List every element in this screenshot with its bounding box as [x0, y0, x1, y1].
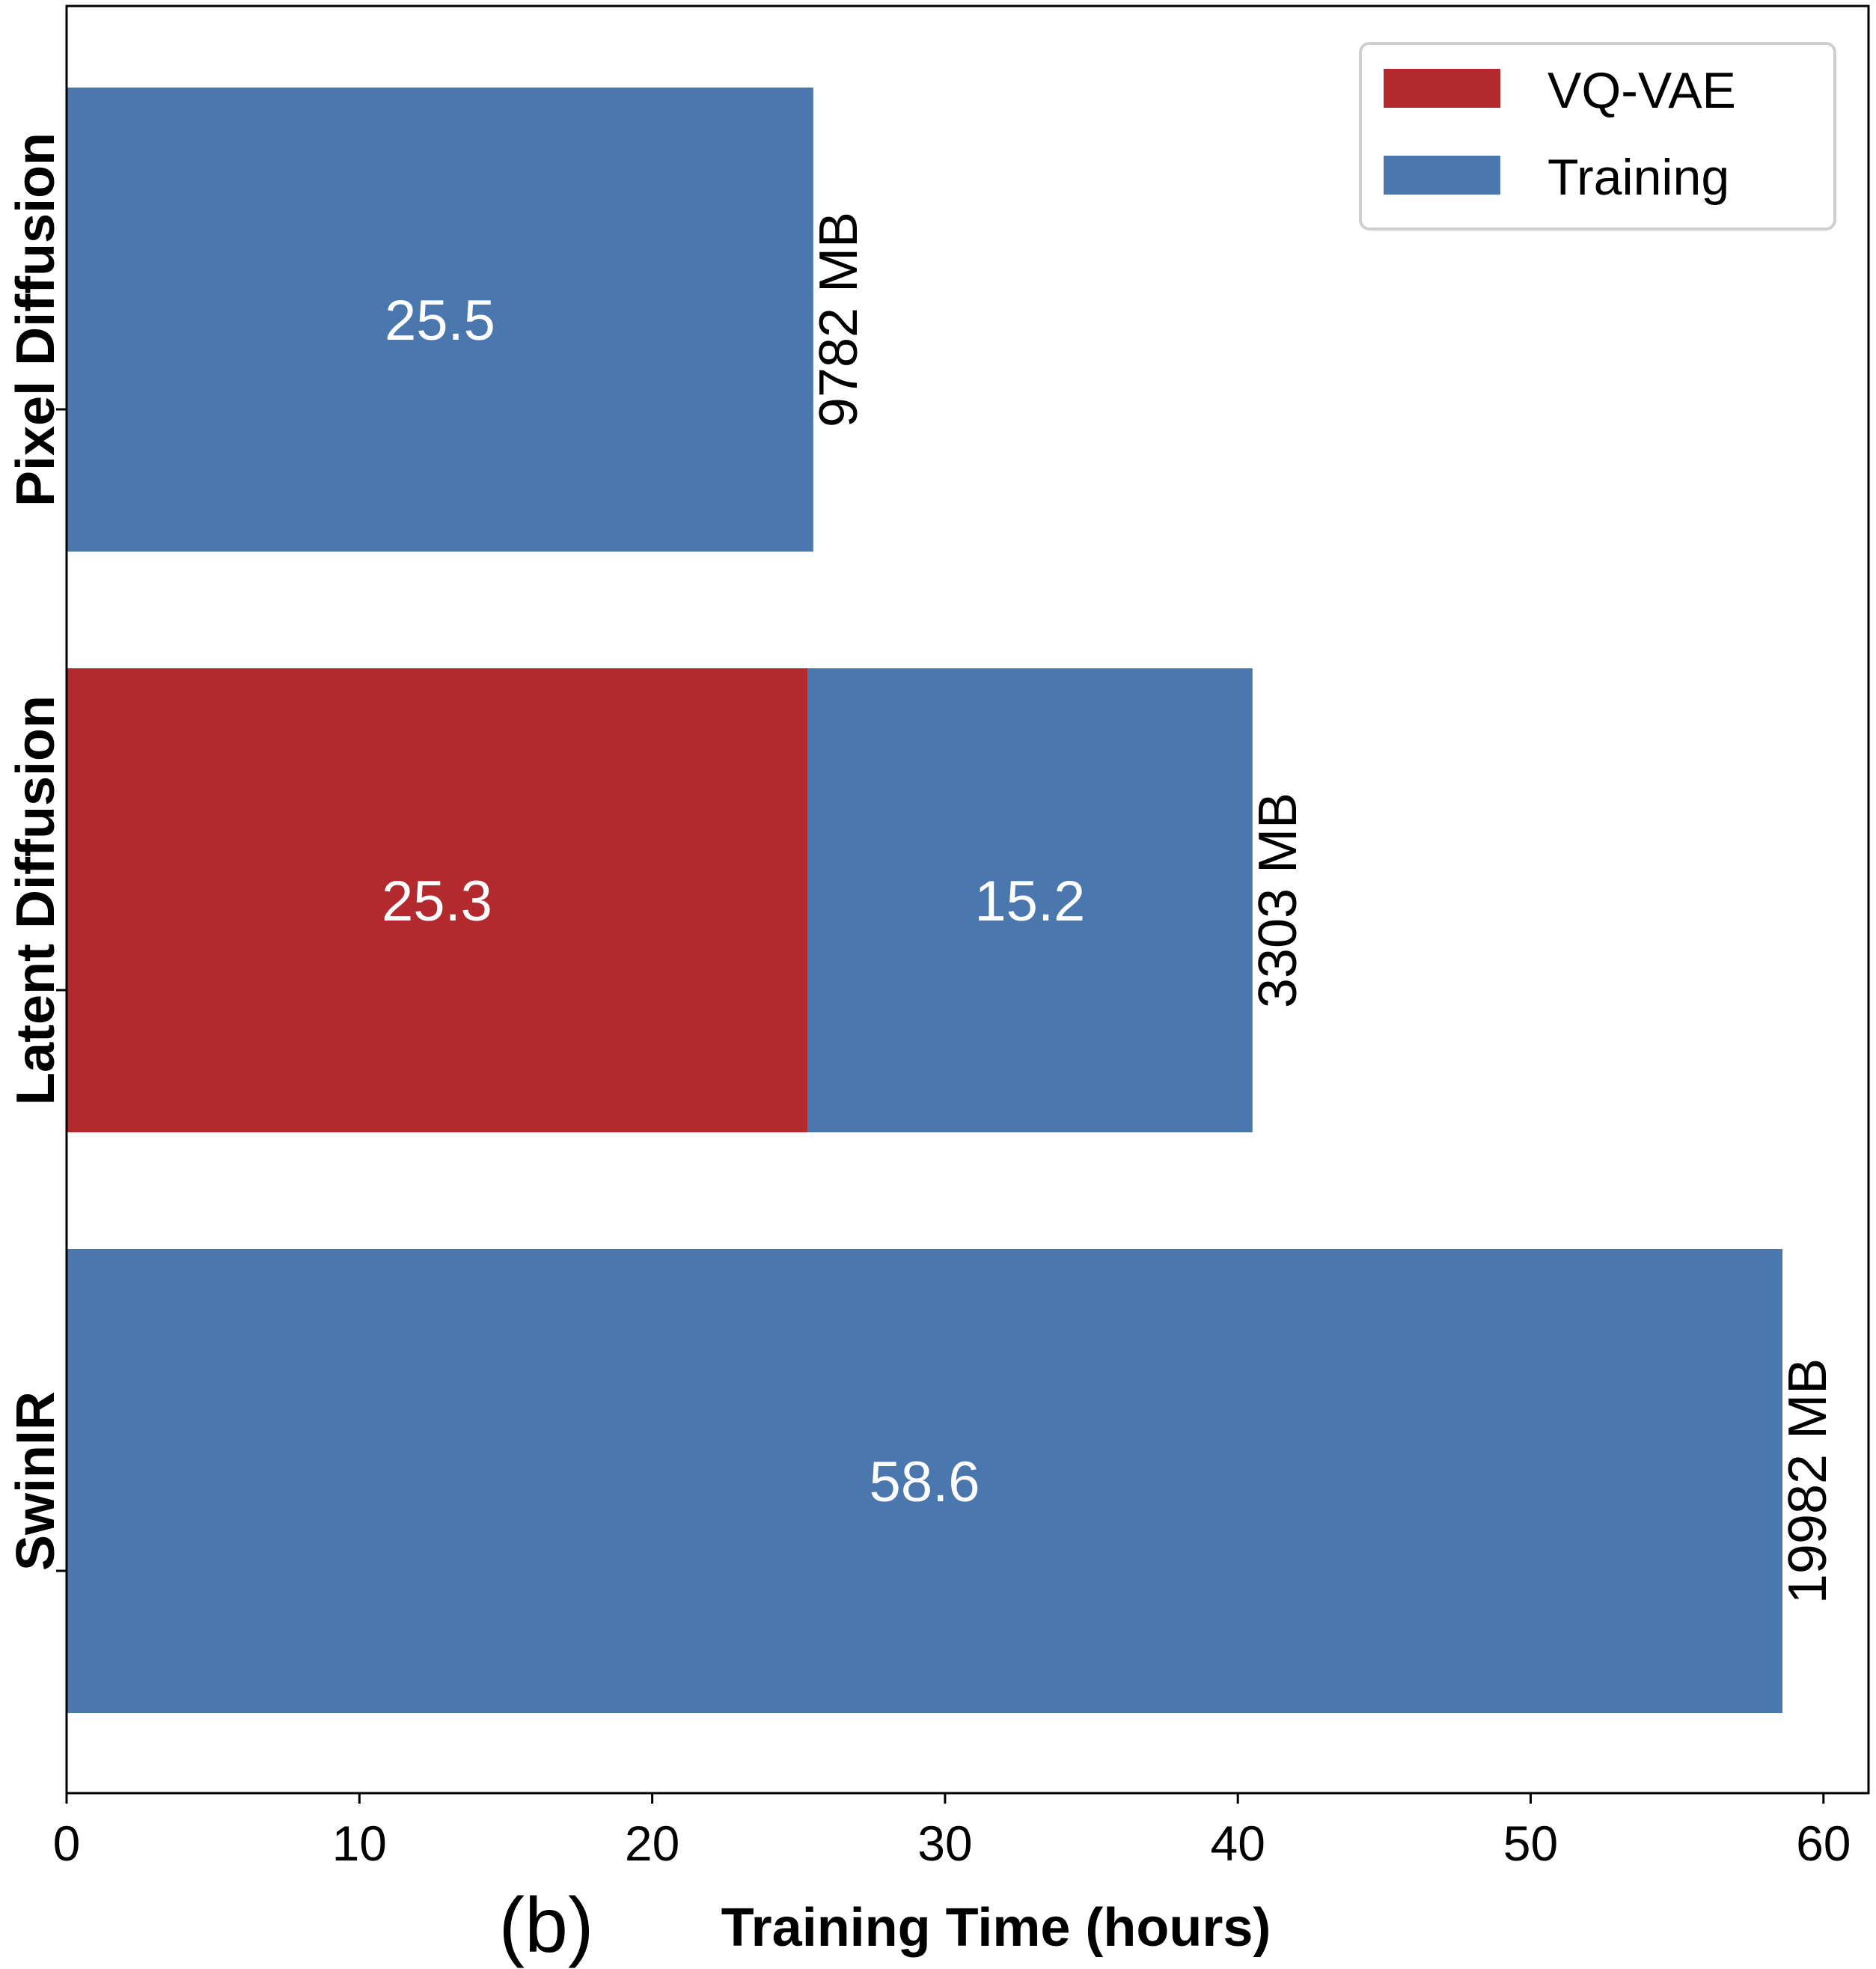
- bar-value-label-latent-diffusion-vq-vae: 25.3: [382, 870, 492, 933]
- x-axis: 0 10 20 30 40 50 60: [53, 1793, 1851, 1871]
- bar-value-label-pixel-diffusion-training: 25.5: [385, 289, 495, 352]
- y-category-label-pixel-diffusion: Pixel Diffusion: [6, 132, 66, 507]
- plot-frame: [65, 4, 1870, 1795]
- bars-layer: [67, 88, 1783, 1713]
- legend-label-vq-vae: VQ-VAE: [1547, 62, 1736, 119]
- bar-latent-diffusion-vq-vae: [67, 668, 807, 1132]
- y-category-label-latent-diffusion: Latent Diffusion: [6, 695, 66, 1105]
- legend: VQ-VAE Training: [1359, 42, 1836, 231]
- x-tick-label-30: 30: [917, 1816, 972, 1871]
- memory-label-pixel-diffusion: 9782 MB: [809, 212, 869, 427]
- legend-swatch-training: [1384, 156, 1500, 195]
- y-axis: Pixel Diffusion Latent Diffusion SwinIR: [6, 132, 67, 1572]
- x-axis-label: Training Time (hours): [721, 1898, 1271, 1958]
- bar-latent-diffusion-training: [807, 668, 1253, 1132]
- legend-label-training: Training: [1547, 149, 1729, 206]
- y-category-label-swinir: SwinIR: [6, 1391, 66, 1571]
- x-tick-label-20: 20: [625, 1816, 679, 1871]
- memory-labels-layer: 9782 MB 3303 MB 19982 MB: [809, 212, 1838, 1604]
- x-tick-label-40: 40: [1210, 1816, 1265, 1871]
- x-tick-label-0: 0: [53, 1816, 81, 1871]
- memory-label-latent-diffusion: 3303 MB: [1248, 793, 1308, 1008]
- legend-swatch-vq-vae: [1384, 69, 1500, 108]
- bar-value-label-latent-diffusion-training: 15.2: [974, 870, 1085, 933]
- panel-label: (b): [498, 1882, 593, 1969]
- segment-labels-layer: 25.5 25.3 15.2 58.6: [382, 289, 1085, 1514]
- x-tick-label-60: 60: [1796, 1816, 1851, 1871]
- bar-value-label-swinir-training: 58.6: [870, 1450, 980, 1514]
- bar-pixel-diffusion-training: [67, 88, 813, 552]
- memory-label-swinir: 19982 MB: [1778, 1358, 1838, 1604]
- bar-swinir-training: [67, 1249, 1783, 1713]
- x-tick-label-10: 10: [332, 1816, 387, 1871]
- x-tick-label-50: 50: [1503, 1816, 1558, 1871]
